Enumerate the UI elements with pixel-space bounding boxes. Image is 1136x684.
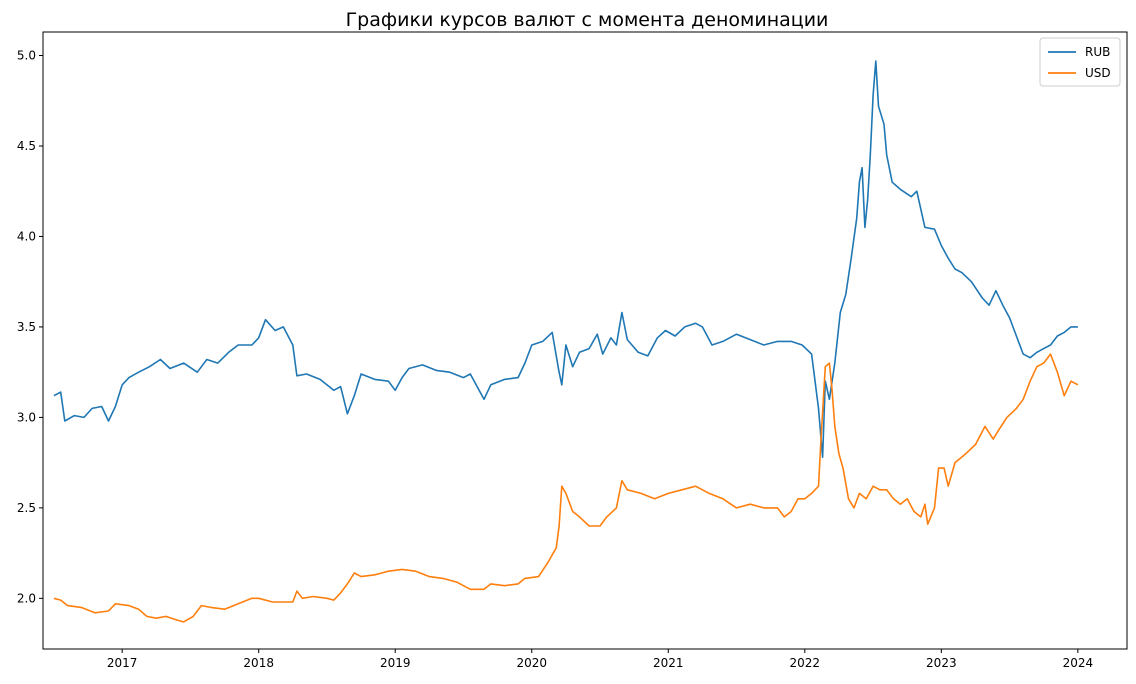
y-tick-label: 2.0 (17, 591, 36, 605)
chart-title: Графики курсов валют с момента деноминац… (346, 9, 829, 31)
legend: RUB USD (1039, 37, 1121, 87)
y-tick-label: 4.5 (17, 139, 36, 153)
y-tick-label: 2.5 (17, 501, 36, 515)
x-tick-label: 2020 (516, 656, 547, 670)
y-tick-label: 5.0 (17, 49, 36, 63)
x-tick-label: 2022 (790, 656, 821, 670)
legend-box (1039, 37, 1121, 87)
x-tick-label: 2021 (653, 656, 684, 670)
series-line-rub (53, 60, 1078, 458)
x-axis: 2017 2018 2019 2020 2021 2022 2023 2024 (107, 649, 1093, 670)
y-tick-label: 4.0 (17, 229, 36, 243)
x-tick-label: 2018 (243, 656, 274, 670)
x-tick-label: 2023 (926, 656, 957, 670)
y-tick-label: 3.5 (17, 320, 36, 334)
y-axis: 2.0 2.5 3.0 3.5 4.0 4.5 5.0 (17, 49, 43, 605)
x-tick-label: 2024 (1063, 656, 1094, 670)
y-tick-label: 3.0 (17, 410, 36, 424)
x-tick-label: 2017 (107, 656, 138, 670)
plot-area-frame (42, 31, 1128, 650)
plot-lines (53, 60, 1079, 623)
x-tick-label: 2019 (380, 656, 411, 670)
legend-label-usd: USD (1085, 66, 1111, 80)
legend-label-rub: RUB (1085, 45, 1110, 59)
series-line-usd (53, 353, 1079, 623)
